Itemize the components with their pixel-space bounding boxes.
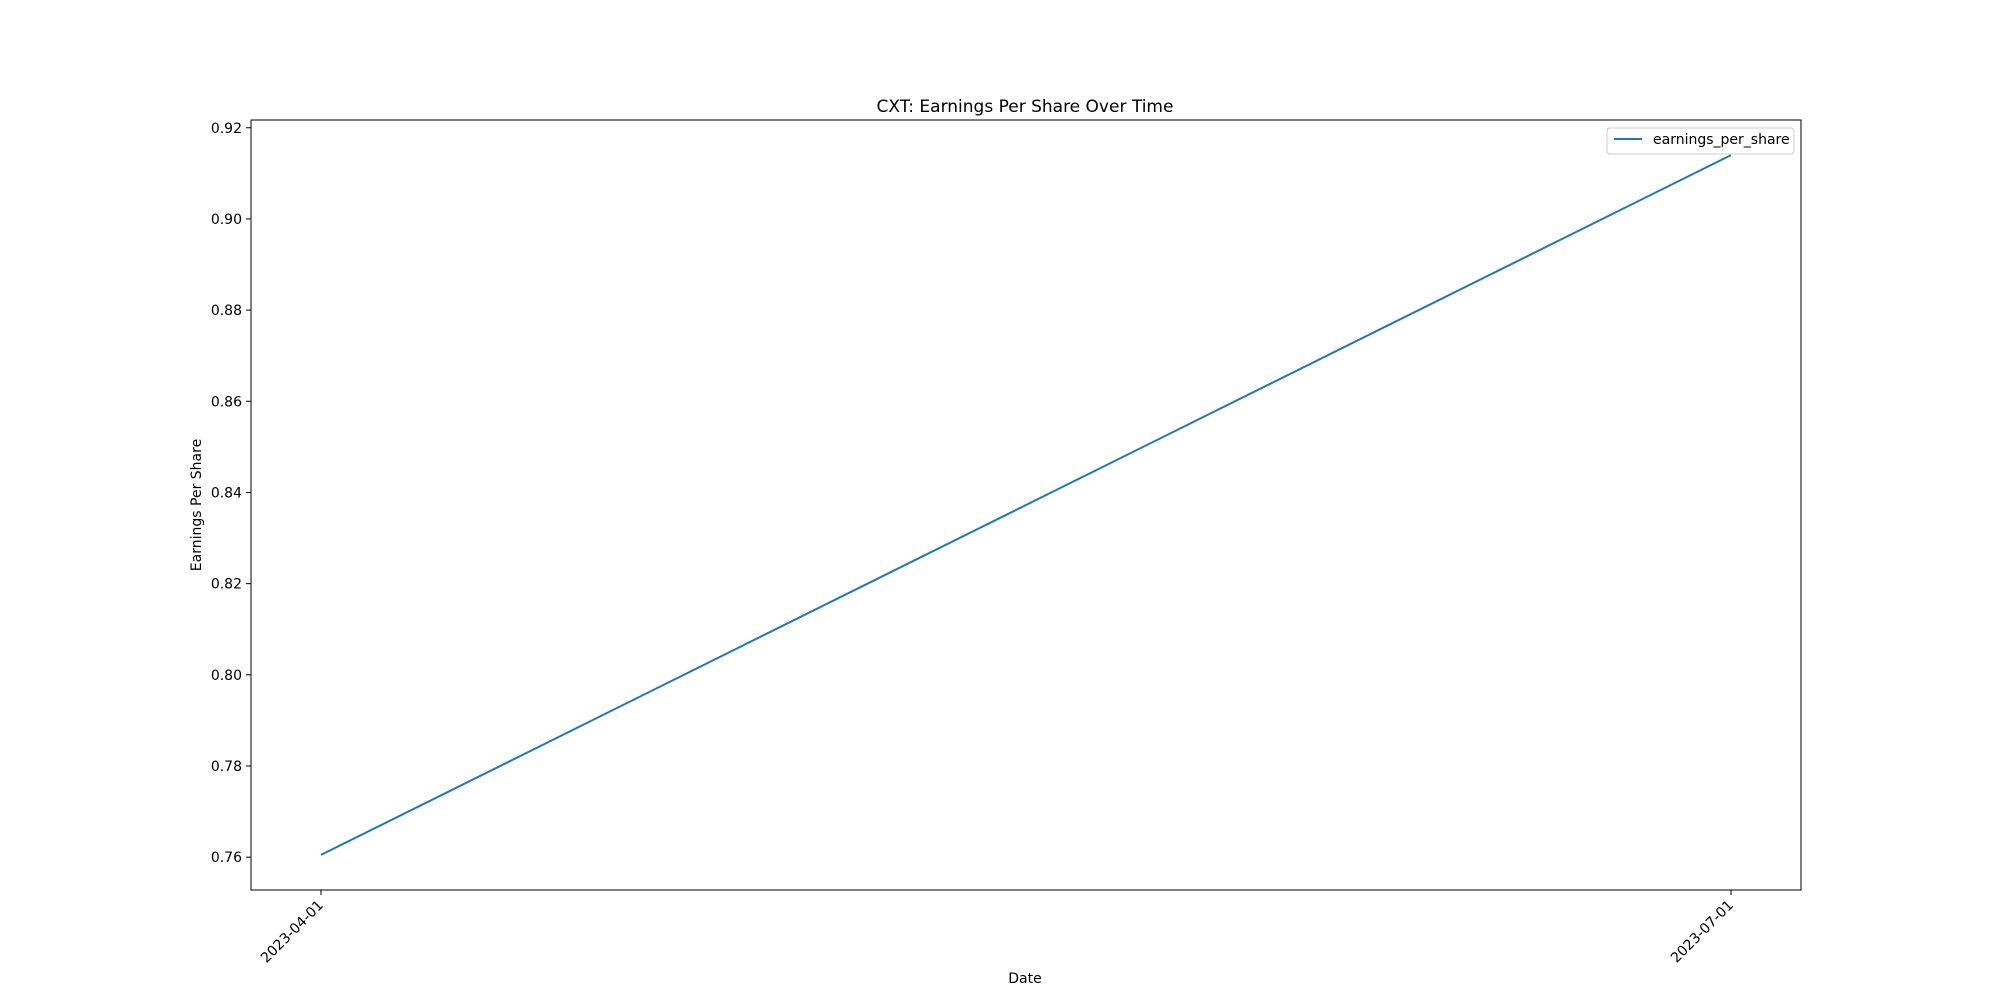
y-axis-label: Earnings Per Share [189,439,205,571]
axes-frame [250,119,1802,891]
legend: earnings_per_share [1606,127,1795,155]
y-tick-label: 0.90 [211,212,242,228]
y-tick-label: 0.82 [211,577,242,593]
series-line-earnings_per_share [320,154,1732,856]
y-tick-label: 0.80 [211,668,242,684]
y-tick-label: 0.92 [211,121,242,137]
y-tick-label: 0.88 [211,303,242,319]
legend-frame [1606,127,1795,155]
chart-title: CXT: Earnings Per Share Over Time [877,97,1174,117]
legend-label: earnings_per_share [1653,132,1790,148]
y-axis-ticks: 0.76 0.78 0.80 0.82 0.84 0.86 0.88 0.90 0.92 [211,121,251,866]
series-layer [320,154,1732,856]
y-tick-label: 0.78 [211,759,242,775]
y-tick-label: 0.76 [211,850,242,866]
y-tick-label: 0.86 [211,394,242,410]
x-axis-label: Date [1008,971,1041,987]
y-tick-label: 0.84 [211,485,242,501]
